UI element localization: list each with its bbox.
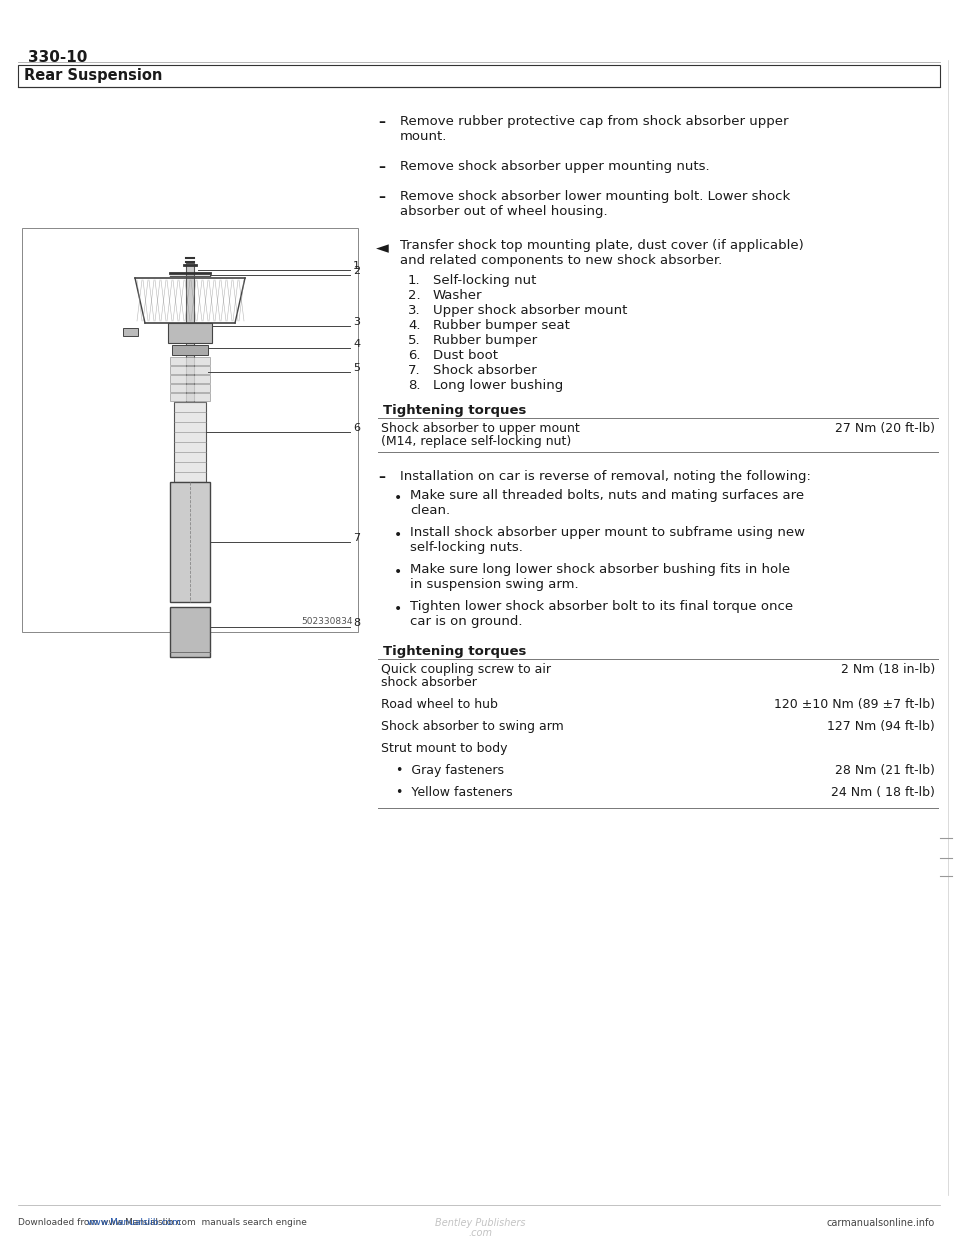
Text: 6: 6 bbox=[353, 424, 360, 433]
Text: •  Gray fasteners: • Gray fasteners bbox=[396, 764, 504, 777]
Text: carmanualsonline.info: carmanualsonline.info bbox=[827, 1218, 935, 1228]
Text: Shock absorber to swing arm: Shock absorber to swing arm bbox=[381, 720, 564, 733]
Text: and related components to new shock absorber.: and related components to new shock abso… bbox=[400, 255, 722, 267]
Text: 4: 4 bbox=[353, 339, 360, 349]
Text: 2: 2 bbox=[353, 266, 360, 276]
Text: –: – bbox=[378, 160, 385, 174]
Text: 3.: 3. bbox=[408, 304, 420, 317]
Text: 5.: 5. bbox=[408, 334, 420, 347]
Text: Tightening torques: Tightening torques bbox=[383, 645, 526, 658]
Text: 120 ±10 Nm (89 ±7 ft-lb): 120 ±10 Nm (89 ±7 ft-lb) bbox=[774, 698, 935, 710]
Text: Shock absorber to upper mount: Shock absorber to upper mount bbox=[381, 422, 580, 435]
Text: 1.: 1. bbox=[408, 274, 420, 287]
Text: 7: 7 bbox=[353, 533, 360, 543]
Text: car is on ground.: car is on ground. bbox=[410, 615, 522, 628]
Bar bbox=[172, 345, 208, 355]
Text: Road wheel to hub: Road wheel to hub bbox=[381, 698, 498, 710]
Text: •  Yellow fasteners: • Yellow fasteners bbox=[396, 786, 513, 799]
Text: mount.: mount. bbox=[400, 130, 447, 143]
Text: •: • bbox=[394, 528, 402, 542]
Text: 7.: 7. bbox=[408, 364, 420, 378]
Bar bbox=[170, 482, 210, 602]
Text: Installation on car is reverse of removal, noting the following:: Installation on car is reverse of remova… bbox=[400, 469, 811, 483]
Bar bbox=[170, 607, 210, 657]
Text: Quick coupling screw to air: Quick coupling screw to air bbox=[381, 663, 551, 676]
Text: 5: 5 bbox=[353, 363, 360, 373]
Text: (M14, replace self-locking nut): (M14, replace self-locking nut) bbox=[381, 435, 571, 448]
Text: –: – bbox=[378, 116, 385, 129]
Bar bbox=[186, 263, 194, 551]
Bar bbox=[170, 366, 210, 374]
Text: 6.: 6. bbox=[408, 349, 420, 361]
Text: Remove shock absorber lower mounting bolt. Lower shock: Remove shock absorber lower mounting bol… bbox=[400, 190, 790, 202]
Text: •: • bbox=[394, 565, 402, 579]
Text: •: • bbox=[394, 602, 402, 616]
Text: 1: 1 bbox=[353, 261, 360, 271]
Text: Tightening torques: Tightening torques bbox=[383, 404, 526, 417]
Bar bbox=[168, 323, 212, 343]
Text: Make sure long lower shock absorber bushing fits in hole: Make sure long lower shock absorber bush… bbox=[410, 563, 790, 576]
Text: clean.: clean. bbox=[410, 504, 450, 517]
Text: www.Manualslib.com: www.Manualslib.com bbox=[87, 1218, 181, 1227]
Text: Tighten lower shock absorber bolt to its final torque once: Tighten lower shock absorber bolt to its… bbox=[410, 600, 793, 614]
Text: absorber out of wheel housing.: absorber out of wheel housing. bbox=[400, 205, 608, 219]
Text: Rubber bumper: Rubber bumper bbox=[433, 334, 538, 347]
Text: Remove shock absorber upper mounting nuts.: Remove shock absorber upper mounting nut… bbox=[400, 160, 709, 173]
Text: Long lower bushing: Long lower bushing bbox=[433, 379, 564, 392]
Bar bbox=[174, 402, 206, 482]
Text: 24 Nm ( 18 ft-lb): 24 Nm ( 18 ft-lb) bbox=[831, 786, 935, 799]
Text: 28 Nm (21 ft-lb): 28 Nm (21 ft-lb) bbox=[835, 764, 935, 777]
Text: 502330834: 502330834 bbox=[301, 617, 353, 626]
Text: 127 Nm (94 ft-lb): 127 Nm (94 ft-lb) bbox=[828, 720, 935, 733]
Text: ◄: ◄ bbox=[376, 238, 389, 257]
Text: 8: 8 bbox=[353, 619, 360, 628]
Bar bbox=[170, 356, 210, 365]
Text: Remove rubber protective cap from shock absorber upper: Remove rubber protective cap from shock … bbox=[400, 116, 788, 128]
Text: in suspension swing arm.: in suspension swing arm. bbox=[410, 578, 579, 591]
Text: 3: 3 bbox=[353, 317, 360, 327]
Text: Bentley Publishers: Bentley Publishers bbox=[435, 1218, 525, 1228]
Text: Transfer shock top mounting plate, dust cover (if applicable): Transfer shock top mounting plate, dust … bbox=[400, 238, 804, 252]
Bar bbox=[22, 229, 358, 632]
Text: 8.: 8. bbox=[408, 379, 420, 392]
Bar bbox=[170, 384, 210, 392]
Text: Upper shock absorber mount: Upper shock absorber mount bbox=[433, 304, 628, 317]
Text: Rubber bumper seat: Rubber bumper seat bbox=[433, 319, 570, 332]
Text: 4.: 4. bbox=[408, 319, 420, 332]
Text: Shock absorber: Shock absorber bbox=[433, 364, 537, 378]
Text: Install shock absorber upper mount to subframe using new: Install shock absorber upper mount to su… bbox=[410, 527, 805, 539]
Text: shock absorber: shock absorber bbox=[381, 676, 477, 689]
Bar bbox=[123, 328, 138, 337]
Text: self-locking nuts.: self-locking nuts. bbox=[410, 542, 523, 554]
Text: 330-10: 330-10 bbox=[28, 50, 87, 65]
Text: 2.: 2. bbox=[408, 289, 420, 302]
Text: Washer: Washer bbox=[433, 289, 483, 302]
Text: –: – bbox=[378, 469, 385, 484]
Text: –: – bbox=[378, 190, 385, 204]
Text: 2 Nm (18 in-lb): 2 Nm (18 in-lb) bbox=[841, 663, 935, 676]
Text: Self-locking nut: Self-locking nut bbox=[433, 274, 537, 287]
Text: Strut mount to body: Strut mount to body bbox=[381, 741, 508, 755]
Bar bbox=[170, 392, 210, 401]
Text: •: • bbox=[394, 491, 402, 505]
Bar bbox=[170, 375, 210, 383]
Text: Rear Suspension: Rear Suspension bbox=[24, 68, 162, 83]
Text: Downloaded from www.Manualslib.com  manuals search engine: Downloaded from www.Manualslib.com manua… bbox=[18, 1218, 307, 1227]
Bar bbox=[18, 65, 940, 87]
Text: Make sure all threaded bolts, nuts and mating surfaces are: Make sure all threaded bolts, nuts and m… bbox=[410, 489, 804, 502]
Text: 27 Nm (20 ft-lb): 27 Nm (20 ft-lb) bbox=[835, 422, 935, 435]
Text: .com: .com bbox=[468, 1228, 492, 1238]
Text: Dust boot: Dust boot bbox=[433, 349, 498, 361]
